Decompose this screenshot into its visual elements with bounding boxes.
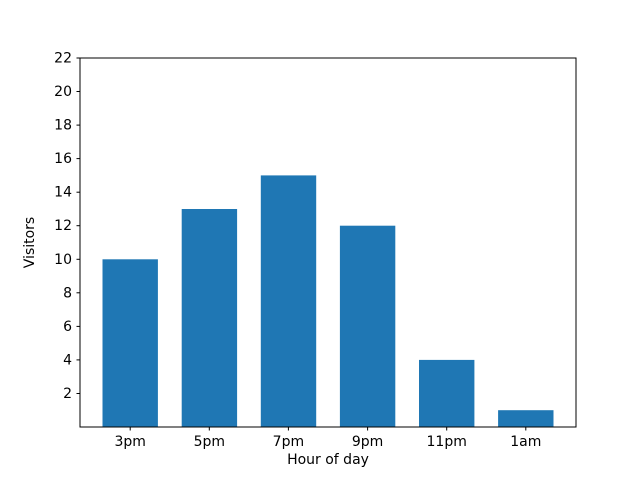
x-tick-label: 7pm [273,434,304,450]
bar-3pm [102,259,158,427]
x-tick-label: 3pm [114,434,145,450]
axes-spines [79,57,577,428]
x-tick-label: 5pm [194,434,225,450]
bar-11pm [419,359,475,427]
bar-1am [498,410,554,427]
bar-9pm [339,225,396,427]
y-tick-label: 10 [54,252,72,268]
y-tick-label: 22 [54,51,72,67]
bar-7pm [260,175,317,427]
x-axis-label: Hour of day [287,452,369,468]
y-tick-label: 2 [63,386,72,402]
y-tick-label: 12 [54,218,72,234]
y-tick-label: 8 [63,285,72,301]
x-tick-label: 1am [510,434,541,450]
y-tick-label: 18 [54,118,72,134]
y-tick-label: 20 [54,84,72,100]
y-tick-label: 16 [54,151,72,167]
y-tick-label: 4 [63,352,72,368]
y-tick-label: 6 [63,319,72,335]
x-tick-label: 11pm [427,434,467,450]
x-tick-label: 9pm [352,434,383,450]
bar-5pm [181,209,238,427]
y-axis-label: Visitors [22,217,38,268]
y-tick-label: 14 [54,185,72,201]
